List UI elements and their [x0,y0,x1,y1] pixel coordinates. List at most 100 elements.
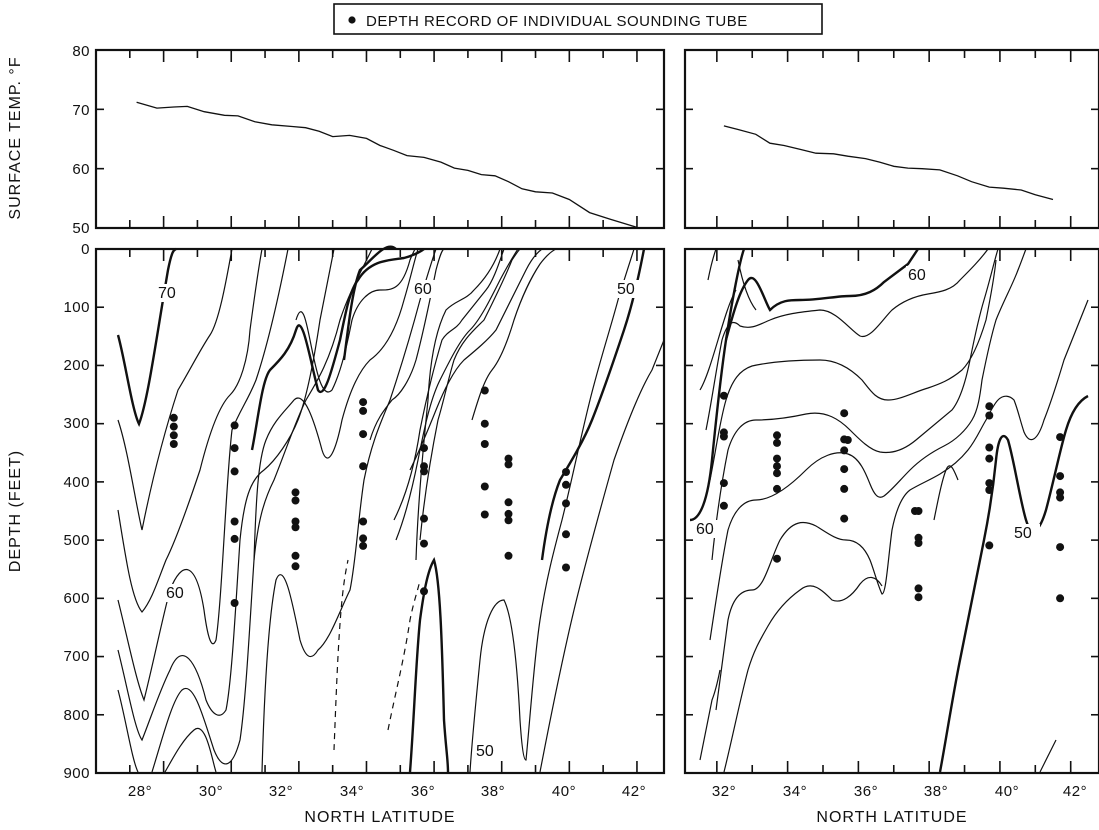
isotherm [164,727,217,773]
sounding-point [773,469,781,478]
sounding-point [914,593,923,602]
surface-y-label: SURFACE TEMP. °F [7,56,24,219]
surface-tick-label: 70 [72,102,90,119]
sounding-point [420,539,428,548]
sounding-point [985,541,994,550]
isotherm [1039,739,1057,773]
depth-tick-label: 0 [81,241,90,258]
surface-temp-line-right [723,125,1054,201]
sounding-point [359,534,368,543]
sounding-point [230,444,239,453]
x-tick-label: 28° [128,783,152,800]
sounding-point [985,486,994,494]
sounding-point [840,465,849,474]
contour-label: 60 [696,521,714,538]
sounding-point [230,421,239,430]
sounding-point [1056,594,1065,603]
isotherm [117,248,373,773]
isotherm [699,576,883,773]
isotherm [342,245,397,361]
sounding-point [480,482,489,491]
contour-labels-right: 60 60 50 [694,266,1040,542]
sounding-point [985,411,994,420]
sounding-point [359,462,368,471]
contour-label: 60 [414,281,432,298]
sounding-point [1056,472,1065,481]
surface-tick-label: 50 [72,220,90,237]
sounding-points [169,386,1065,607]
sounding-point [480,440,489,448]
sounding-point [562,530,570,539]
sounding-point [773,454,781,463]
sounding-point [840,484,849,493]
surface-right-frame [683,48,1099,230]
sounding-point [420,514,428,523]
sounding-point [1056,433,1065,442]
x-tick-label: 34° [340,783,364,800]
isotherm [471,248,557,421]
legend-label: DEPTH RECORD OF INDIVIDUAL SOUNDING TUBE [366,13,748,30]
sounding-point [719,501,728,510]
contour-label: 50 [617,281,635,298]
x-tick-label: 32° [712,783,736,800]
sounding-point [230,599,239,607]
sounding-point [359,517,368,526]
x-tick-label: 32° [269,783,293,800]
depth-tick-label: 800 [63,707,90,724]
sounding-point [562,499,570,508]
isotherm [261,248,437,773]
right-x-tick-labels: 32° 34° 36° 38° 40° 42° [712,783,1087,800]
sounding-point [985,479,994,488]
isotherm [539,339,665,773]
isotherms-right [689,248,1089,773]
sounding-point [719,432,728,441]
sounding-point [985,443,994,452]
sounding-point [843,436,852,444]
sounding-point [1056,493,1065,502]
sounding-point [840,409,849,418]
sounding-point [480,386,489,395]
sounding-point [420,587,428,596]
sounding-point [504,516,513,525]
x-tick-label: 42° [622,783,646,800]
tick-marks [96,49,1099,774]
sounding-point [359,541,368,550]
isotherm [933,465,959,521]
sounding-point [985,454,994,463]
isotherm [393,248,505,521]
isotherm [711,248,999,561]
depth-tick-label: 900 [63,765,90,782]
isotherm [540,248,646,561]
isotherm [469,248,635,773]
contour-label: 70 [158,285,176,302]
sounding-point [359,406,368,415]
depth-tick-label: 500 [63,532,90,549]
right-x-axis-label: NORTH LATITUDE [816,809,967,826]
x-tick-label: 40° [995,783,1019,800]
isotherm [117,248,263,613]
isotherms-left [116,245,665,773]
isotherm [707,248,717,281]
sounding-point [291,523,300,532]
depth-left-frame [94,247,666,775]
sounding-point [420,467,428,476]
sounding-point [291,496,300,505]
sounding-point [359,398,368,407]
sounding-point [914,507,923,515]
x-tick-label: 40° [552,783,576,800]
depth-tick-label: 700 [63,648,90,665]
surface-temp-line-left [136,101,638,229]
sounding-point [985,402,994,411]
contour-label: 60 [908,267,926,284]
isotherm [116,247,177,428]
sounding-point [504,460,513,469]
x-tick-label: 38° [924,783,948,800]
isotherm [689,248,746,522]
isotherm [295,248,416,393]
x-tick-label: 36° [411,783,435,800]
x-tick-label: 38° [481,783,505,800]
sounding-point [480,510,489,519]
depth-tick-label: 400 [63,474,90,491]
sounding-point [230,517,239,526]
sounding-point [230,467,239,476]
